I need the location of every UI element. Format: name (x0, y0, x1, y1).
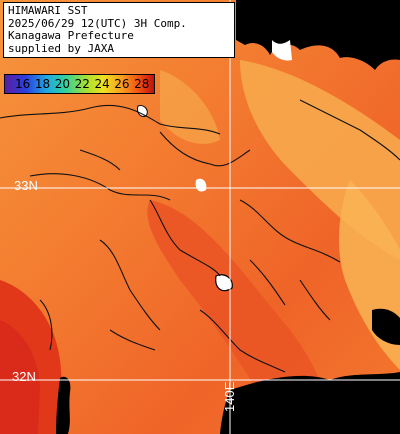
lat-label-33n: 33N (14, 178, 38, 193)
temperature-scale: 16 18 20 22 24 26 28 (4, 74, 155, 94)
scale-tick: 18 (34, 77, 51, 91)
cool-water-patch-3 (160, 70, 220, 144)
island-2 (215, 274, 233, 292)
info-box: HIMAWARI SST 2025/06/29 12(UTC) 3H Comp.… (3, 2, 235, 58)
scale-tick: 16 (15, 77, 31, 91)
data-credit: supplied by JAXA (8, 41, 114, 55)
lon-label-140e: 140E (222, 381, 237, 412)
timestamp: 2025/06/29 12(UTC) 3H Comp. (8, 16, 187, 30)
scale-tick: 26 (114, 77, 130, 91)
scale-tick: 28 (134, 77, 150, 91)
cloud-mask-bottom (220, 372, 400, 434)
scale-tick: 24 (94, 77, 110, 91)
lat-label-32n: 32N (12, 369, 36, 384)
product-title: HIMAWARI SST (8, 4, 88, 17)
scale-tick: 20 (54, 77, 70, 91)
land-cape (272, 40, 292, 61)
land-mass (236, 0, 400, 70)
cloud-mask-left (56, 376, 71, 434)
warm-tongue (147, 200, 330, 434)
hot-water-patch-inner (0, 320, 40, 434)
scale-tick: 22 (74, 77, 90, 91)
contour-lines (0, 99, 400, 373)
region-name: Kanagawa Prefecture (8, 29, 134, 42)
cloud-mask-right (372, 308, 400, 345)
